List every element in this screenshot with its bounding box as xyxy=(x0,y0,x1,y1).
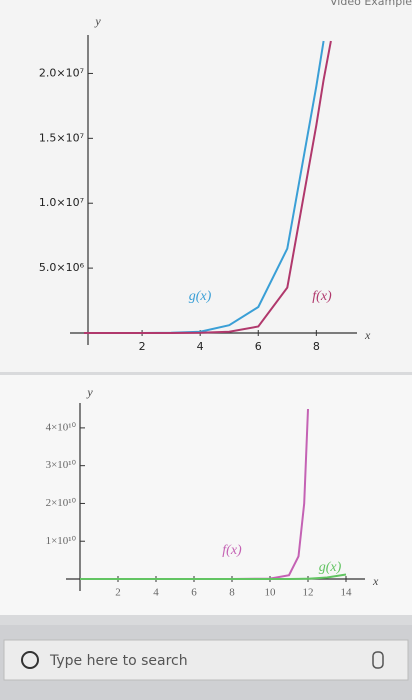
y-tick-label: 4×10¹⁰ xyxy=(46,421,77,433)
curve-label: g(x) xyxy=(189,289,212,304)
mic-icon xyxy=(372,651,384,669)
x-tick-label: 4 xyxy=(153,587,159,599)
search-placeholder: Type here to search xyxy=(49,653,188,669)
y-axis-label: y xyxy=(86,385,93,399)
x-tick-label: 6 xyxy=(191,587,197,599)
x-tick-label: 6 xyxy=(255,340,262,353)
x-tick-label: 12 xyxy=(303,587,314,599)
curve-label: f(x) xyxy=(222,543,242,558)
header: Video Example xyxy=(330,0,412,8)
curve-label: f(x) xyxy=(312,289,332,304)
y-axis-label: y xyxy=(94,14,101,28)
y-tick-label: 3×10¹⁰ xyxy=(46,459,77,471)
curve-label: g(x) xyxy=(319,560,342,575)
series-line xyxy=(80,573,347,580)
search-box[interactable] xyxy=(3,639,409,681)
y-tick-label: 2×10¹⁰ xyxy=(46,497,77,509)
y-tick-label: 1×10¹⁰ xyxy=(46,535,77,547)
x-tick-label: 10 xyxy=(265,587,277,599)
x-tick-label: 14 xyxy=(341,587,353,599)
x-axis-label: x xyxy=(364,328,371,342)
y-tick-label: 1.0×10⁷ xyxy=(39,196,84,209)
x-tick-label: 4 xyxy=(197,340,204,353)
x-tick-label: 2 xyxy=(115,587,121,599)
y-tick-label: 2.0×10⁷ xyxy=(39,66,84,79)
search-icon xyxy=(21,651,39,669)
y-tick-label: 1.5×10⁷ xyxy=(39,131,84,144)
x-axis-label: x xyxy=(372,574,379,588)
series-line xyxy=(84,40,332,334)
panel-top xyxy=(0,0,412,372)
x-tick-label: 2 xyxy=(139,340,146,353)
x-tick-label: 8 xyxy=(313,340,320,353)
y-tick-label: 5.0×10⁶ xyxy=(39,261,85,274)
x-tick-label: 8 xyxy=(229,587,235,599)
